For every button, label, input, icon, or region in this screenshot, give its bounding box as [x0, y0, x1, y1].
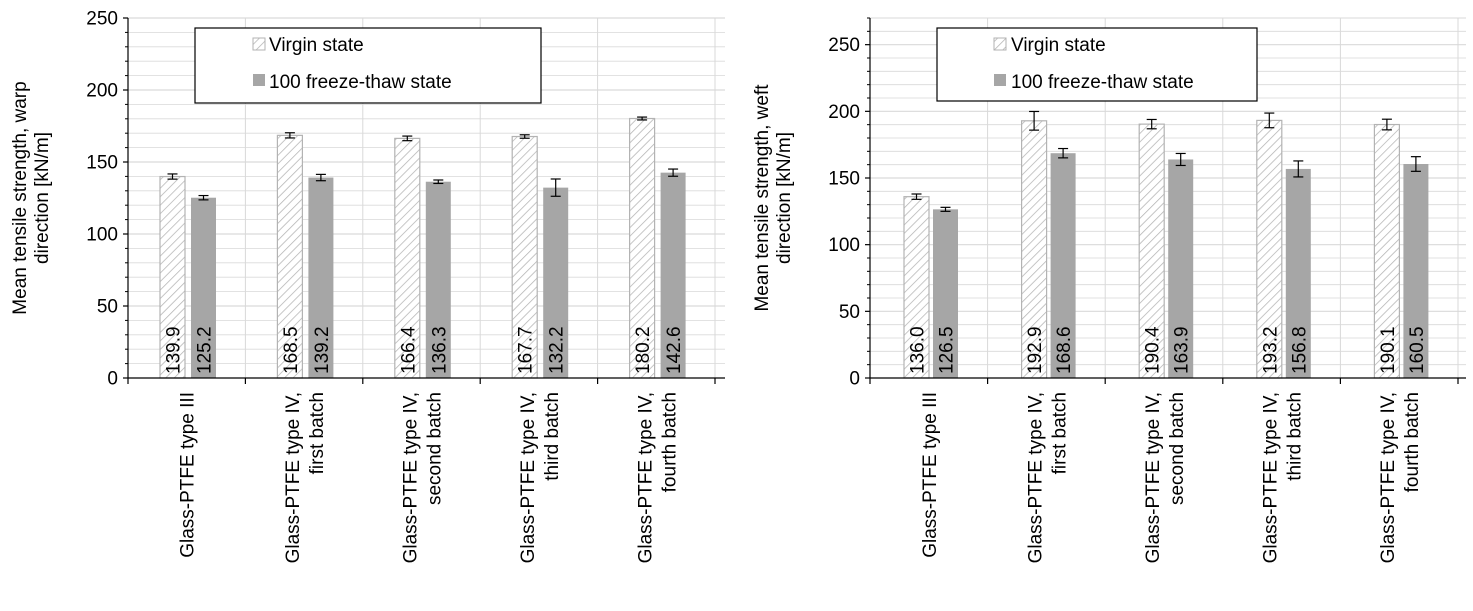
- warp-data-label: 142.6: [664, 326, 685, 374]
- warp-data-label: 166.4: [398, 326, 419, 374]
- warp-category-label: Glass-PTFE type IV,: [401, 392, 422, 563]
- weft-data-label: 168.6: [1054, 326, 1075, 374]
- warp-data-label: 125.2: [195, 326, 216, 374]
- warp-category-label: Glass-PTFE type IV,: [283, 392, 304, 563]
- warp-category-label: Glass-PTFE type IV,: [635, 392, 656, 563]
- weft-category-label: Glass-PTFE type IV,: [1378, 392, 1399, 563]
- weft-data-label: 193.2: [1260, 326, 1281, 374]
- warp-legend-swatch-virgin: [252, 37, 266, 51]
- warp-category-label: third batch: [542, 392, 563, 481]
- warp-y-ticks: 0 50 100 150 200 250: [86, 9, 716, 390]
- warp-y-tick-label: 0: [107, 369, 118, 390]
- warp-data-label: 167.7: [516, 326, 537, 374]
- weft-y-tick-label: 0: [849, 369, 860, 390]
- warp-category-label: second batch: [425, 392, 446, 505]
- weft-category-label: Glass-PTFE type IV,: [1025, 392, 1046, 563]
- warp-bar-freeze-thaw: [425, 181, 451, 378]
- warp-data-label: 136.3: [429, 326, 450, 374]
- weft-y-tick-label: 250: [828, 35, 860, 56]
- weft-legend-box: [936, 27, 1258, 102]
- weft-bar-virgin: [1373, 123, 1401, 379]
- warp-y-tick-label: 200: [86, 81, 118, 102]
- warp-legend-label-virgin: Virgin state: [269, 35, 364, 56]
- weft-legend-swatch-freeze: [994, 74, 1006, 86]
- warp-y-tick-label: 250: [86, 9, 118, 30]
- weft-y-tick-label: 100: [828, 235, 860, 256]
- weft-data-label: 156.8: [1289, 326, 1310, 374]
- weft-category-label: Glass-PTFE type IV,: [1143, 392, 1164, 563]
- weft-legend: Virgin state 100 freeze-thaw state: [936, 27, 1258, 102]
- warp-bar-virgin: [628, 117, 656, 379]
- weft-y-tick-label: 200: [828, 102, 860, 123]
- weft-bar-virgin: [903, 196, 930, 379]
- weft-y-ticks: 0 50 100 150 200 250: [828, 17, 1459, 390]
- warp-data-label: 132.2: [547, 326, 568, 374]
- warp-data-label: 180.2: [633, 326, 654, 374]
- warp-bar-freeze-thaw: [660, 172, 686, 378]
- weft-category-label: Glass-PTFE type IV,: [1261, 392, 1282, 563]
- warp-category-label: Glass-PTFE type IV,: [518, 392, 539, 563]
- warp-bar-virgin: [511, 135, 538, 379]
- warp-data-label: 139.9: [164, 326, 185, 374]
- warp-legend-swatch-freeze: [253, 74, 265, 86]
- weft-y-axis-title: Mean tensile strength, weft direction [k…: [752, 84, 795, 312]
- warp-category-label: first batch: [307, 392, 328, 474]
- weft-bar-freeze-thaw: [1050, 153, 1076, 378]
- warp-bar-freeze-thaw: [191, 197, 216, 378]
- warp-category-label: fourth batch: [659, 392, 680, 492]
- warp-bar-freeze-thaw: [543, 187, 569, 378]
- weft-category-label: Glass-PTFE type III: [920, 392, 941, 558]
- warp-bar-virgin: [394, 137, 421, 379]
- warp-category-labels: Glass-PTFE type III Glass-PTFE type IV, fi…: [178, 392, 681, 563]
- weft-y-tick-label: 150: [828, 169, 860, 190]
- weft-bar-freeze-thaw: [1285, 168, 1311, 378]
- warp-bar-freeze-thaw: [308, 177, 334, 378]
- weft-category-label: second batch: [1167, 392, 1188, 505]
- warp-data-label: 139.2: [312, 326, 333, 374]
- warp-category-label: Glass-PTFE type III: [178, 392, 199, 558]
- weft-bar-virgin: [1020, 120, 1048, 379]
- weft-data-label: 160.5: [1407, 326, 1428, 374]
- weft-category-label: fourth batch: [1402, 392, 1423, 492]
- warp-y-tick-label: 100: [86, 225, 118, 246]
- warp-axes: [127, 18, 725, 379]
- weft-category-label: first batch: [1049, 392, 1070, 474]
- weft-data-label: 190.4: [1143, 326, 1164, 374]
- weft-data-label: 126.5: [937, 326, 958, 374]
- weft-data-label: 136.0: [908, 326, 929, 374]
- weft-bar-freeze-thaw: [1168, 159, 1194, 378]
- warp-chart: Mean tensile strength, warp direction [k…: [10, 9, 725, 563]
- weft-legend-swatch-virgin: [993, 37, 1007, 51]
- weft-legend-label-virgin: Virgin state: [1011, 35, 1106, 56]
- weft-bars: 136.0 126.5 192.9 168.6 190.4 163.9 193.2 156.8…: [903, 110, 1429, 379]
- weft-data-label: 163.9: [1172, 326, 1193, 374]
- warp-data-label: 168.5: [281, 326, 302, 374]
- weft-data-label: 190.1: [1378, 326, 1399, 374]
- weft-y-tick-label: 50: [839, 302, 860, 323]
- weft-ylabel-line2: direction [kN/m]: [774, 132, 795, 264]
- weft-data-label: 192.9: [1025, 326, 1046, 374]
- weft-category-labels: Glass-PTFE type III Glass-PTFE type IV, fi…: [920, 392, 1423, 563]
- warp-ylabel-line2: direction [kN/m]: [32, 132, 53, 264]
- weft-chart: Mean tensile strength, weft direction [k…: [752, 17, 1466, 563]
- warp-legend-label-freeze: 100 freeze-thaw state: [269, 72, 452, 93]
- warp-legend: Virgin state 100 freeze-thaw state: [194, 27, 542, 104]
- warp-y-tick-label: 150: [86, 153, 118, 174]
- weft-ylabel-line1: Mean tensile strength, weft: [752, 84, 773, 312]
- weft-bar-freeze-thaw: [1403, 164, 1429, 378]
- weft-bar-freeze-thaw: [933, 209, 958, 378]
- weft-axes: [869, 18, 1466, 379]
- warp-y-tick-label: 50: [97, 297, 118, 318]
- warp-bar-virgin: [276, 134, 303, 379]
- weft-category-label: third batch: [1285, 392, 1306, 481]
- warp-ylabel-line1: Mean tensile strength, warp: [10, 81, 31, 314]
- weft-legend-label-freeze: 100 freeze-thaw state: [1011, 72, 1194, 93]
- warp-y-axis-title: Mean tensile strength, warp direction [k…: [10, 81, 53, 314]
- weft-bar-virgin: [1256, 119, 1283, 379]
- warp-bars: 139.9 125.2 168.5 139.2 166.4 136.3 167.7 132.2…: [159, 116, 686, 379]
